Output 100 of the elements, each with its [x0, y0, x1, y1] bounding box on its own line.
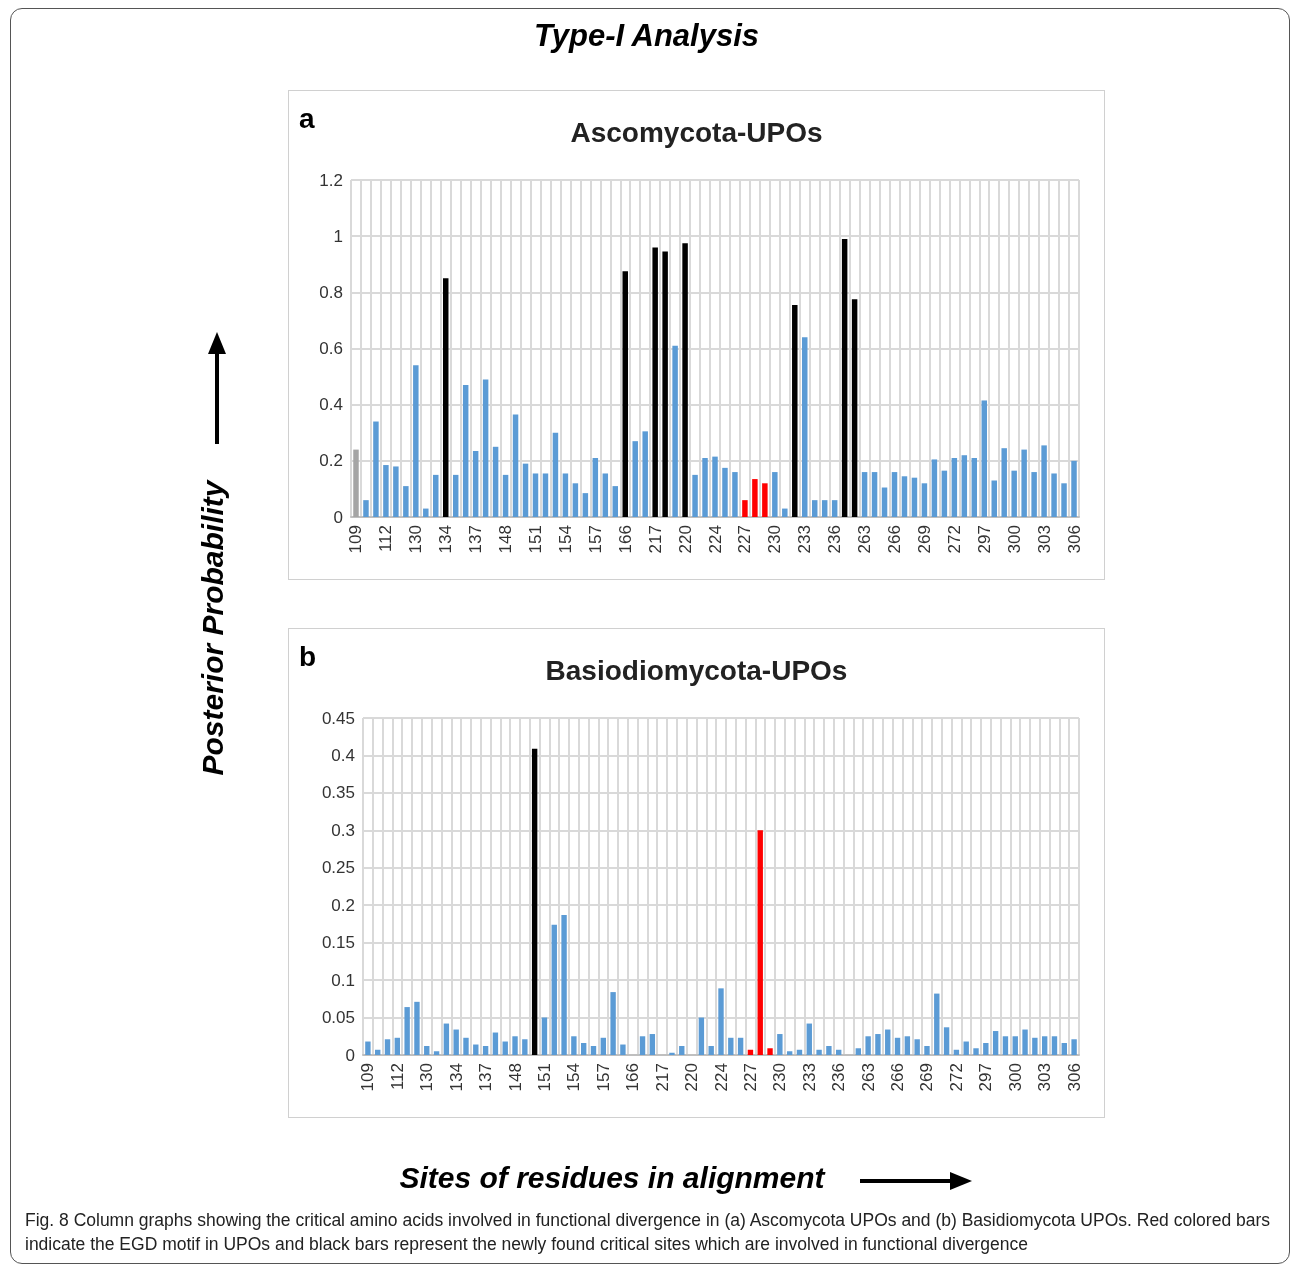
text: a: [299, 103, 315, 135]
bar: [672, 345, 678, 517]
bar: [1061, 1043, 1067, 1055]
bar: [592, 458, 599, 517]
bar: [698, 1017, 705, 1055]
bar: [453, 1029, 459, 1055]
x-tick-label: 306: [1064, 525, 1084, 554]
x-tick-label: 233: [795, 525, 815, 554]
bar: [772, 472, 778, 517]
bar: [855, 1048, 862, 1055]
y-tick-label: 1.2: [319, 170, 343, 190]
x-tick-label: 236: [829, 1063, 849, 1092]
x-tick-label: 134: [446, 1063, 466, 1092]
chart-title: Ascomycota-UPOs: [570, 116, 823, 148]
x-tick-label: 230: [765, 525, 785, 554]
bar: [404, 1007, 410, 1055]
bar: [806, 1023, 812, 1055]
bar: [782, 508, 788, 517]
bar: [1001, 448, 1007, 517]
x-tick-label: 306: [1064, 1063, 1084, 1092]
bar: [931, 459, 938, 517]
x-tick-label: 227: [740, 1063, 760, 1092]
x-tick-label: 266: [888, 1063, 908, 1092]
bar: [934, 993, 940, 1055]
bar: [679, 1046, 685, 1055]
bar: [821, 500, 828, 517]
bar: [786, 1051, 793, 1055]
x-tick-label: 297: [976, 1063, 996, 1092]
bar: [612, 486, 619, 517]
y-tick-label: 0: [333, 507, 343, 527]
y-tick-label: 0.2: [331, 895, 355, 915]
bar: [542, 473, 549, 517]
bar: [875, 1034, 881, 1055]
bar: [1011, 470, 1017, 517]
x-tick-label: 300: [1004, 525, 1024, 554]
x-tick-label: 157: [585, 525, 605, 554]
bar: [951, 458, 958, 517]
y-tick-label: 0.8: [319, 282, 343, 302]
bar: [865, 1036, 871, 1055]
bar: [602, 473, 609, 517]
bar: [522, 463, 529, 517]
x-tick-label: 148: [496, 525, 516, 554]
bar: [1041, 445, 1047, 517]
bar: [991, 480, 997, 517]
bar: [622, 271, 628, 517]
bar: [767, 1048, 773, 1055]
bar: [582, 493, 589, 517]
bar: [472, 451, 479, 517]
bar: [811, 500, 818, 517]
bar: [718, 988, 724, 1055]
x-tick-label: 217: [645, 525, 665, 554]
bar: [692, 474, 698, 517]
bar: [1032, 1037, 1038, 1055]
x-tick-label: 266: [885, 525, 905, 554]
bar: [531, 748, 538, 1055]
y-tick-label: 0.35: [321, 783, 355, 803]
y-axis-title: Posterior Probability: [196, 480, 230, 776]
bar: [722, 467, 728, 517]
x-tick-label: 137: [476, 1063, 496, 1092]
bar: [403, 486, 409, 517]
x-tick-label: 263: [855, 525, 875, 554]
x-tick-label: 151: [534, 1063, 554, 1092]
bar: [424, 1046, 430, 1055]
bar: [1041, 1036, 1048, 1055]
x-tick-label: 263: [858, 1063, 878, 1092]
bar: [943, 1027, 950, 1055]
bar: [414, 1001, 420, 1055]
bar: [561, 914, 567, 1055]
bar: [571, 1036, 577, 1055]
bar: [502, 474, 509, 517]
bar: [921, 483, 928, 517]
bar: [580, 1043, 587, 1055]
bar: [826, 1046, 832, 1055]
bar: [742, 500, 748, 517]
bar: [792, 304, 798, 517]
bar: [373, 421, 379, 517]
bar: [682, 243, 688, 517]
text: Type-I Analysis: [533, 18, 760, 54]
bar: [894, 1037, 901, 1055]
bar: [728, 1037, 734, 1055]
bar: [642, 431, 648, 517]
bar: [492, 446, 499, 517]
bar: [1051, 1036, 1058, 1055]
y-tick-label: 1: [333, 226, 343, 246]
x-tick-label: 154: [564, 1063, 584, 1092]
x-tick-label: 166: [615, 525, 635, 554]
bar: [831, 500, 838, 517]
bar: [610, 992, 616, 1055]
bar: [861, 472, 868, 517]
bar: [482, 1046, 489, 1055]
bar: [712, 456, 718, 517]
bar: [1061, 483, 1067, 517]
bar: [904, 1036, 911, 1055]
bar: [708, 1046, 714, 1055]
x-tick-label: 236: [825, 525, 845, 554]
bar: [353, 449, 359, 517]
bar: [802, 337, 808, 517]
text: b: [299, 641, 317, 673]
bar: [941, 470, 948, 517]
x-tick-label: 109: [358, 1063, 378, 1092]
